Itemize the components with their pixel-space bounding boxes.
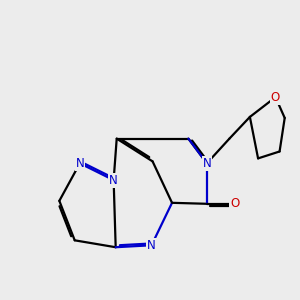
- Text: O: O: [271, 91, 280, 104]
- Text: N: N: [76, 157, 84, 170]
- Text: N: N: [147, 239, 156, 252]
- Text: N: N: [109, 174, 118, 187]
- Text: N: N: [202, 157, 211, 170]
- Text: O: O: [230, 197, 239, 210]
